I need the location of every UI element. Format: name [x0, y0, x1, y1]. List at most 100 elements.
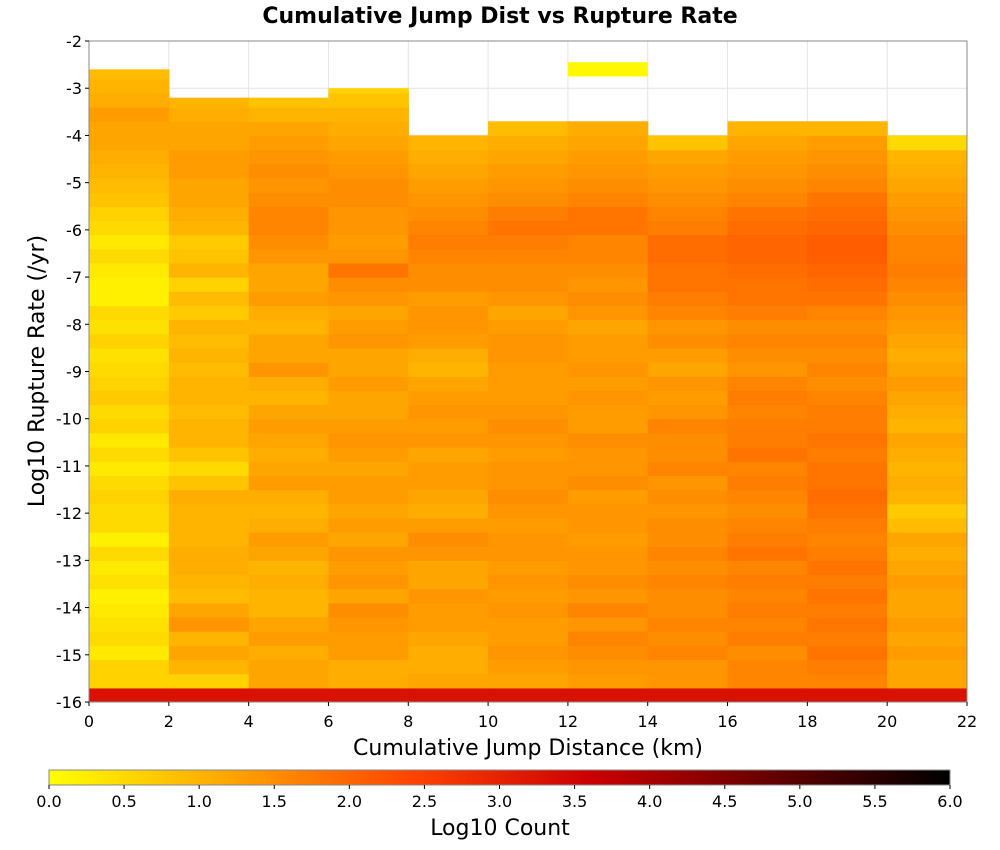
- x-tick-label: 2: [164, 712, 174, 731]
- heatmap-cell: [807, 163, 888, 179]
- heatmap-cell: [408, 418, 489, 434]
- heatmap-cell: [807, 602, 888, 618]
- heatmap-cell: [408, 489, 489, 505]
- heatmap-cell: [727, 447, 808, 462]
- heatmap-cell: [567, 319, 649, 335]
- heatmap-cell: [567, 602, 649, 618]
- heatmap-cell: [807, 234, 888, 250]
- heatmap-cell: [807, 149, 888, 165]
- heatmap-cell: [168, 602, 250, 618]
- heatmap-cell: [328, 177, 409, 193]
- y-tick-label: -15: [56, 646, 82, 665]
- heatmap-cell: [168, 291, 250, 306]
- y-tick-label: -6: [66, 221, 82, 240]
- heatmap-cell: [408, 574, 489, 590]
- heatmap-cell: [328, 92, 409, 108]
- y-tick-label: -10: [56, 410, 82, 429]
- heatmap-cell: [328, 475, 409, 491]
- heatmap-cell: [408, 390, 489, 406]
- heatmap-cell: [887, 602, 967, 618]
- heatmap-cell: [567, 617, 649, 632]
- heatmap-cell: [647, 617, 729, 632]
- heatmap-cell: [488, 390, 569, 406]
- heatmap-cell: [168, 277, 250, 292]
- heatmap-cell: [328, 220, 409, 236]
- heatmap-cell: [887, 588, 967, 604]
- heatmap-cell: [807, 631, 888, 646]
- heatmap-cell: [567, 262, 649, 278]
- heatmap-cell: [248, 121, 330, 137]
- heatmap-cell: [89, 517, 170, 533]
- heatmap-cell: [248, 291, 330, 306]
- heatmap-cell: [887, 461, 967, 476]
- heatmap-cell: [248, 135, 330, 151]
- heatmap-cell: [328, 149, 409, 165]
- heatmap-cell: [408, 277, 489, 292]
- heatmap-cell: [168, 262, 250, 278]
- heatmap-cell: [488, 121, 569, 137]
- heatmap-cell: [887, 291, 967, 306]
- heatmap-cell: [887, 546, 967, 561]
- heatmap-cell: [488, 333, 569, 349]
- heatmap-cell: [89, 347, 170, 363]
- heatmap-cell: [248, 333, 330, 349]
- heatmap-cell: [567, 574, 649, 590]
- heatmap-cell: [168, 376, 250, 391]
- heatmap-cell: [727, 262, 808, 278]
- heatmap-cell: [647, 673, 729, 689]
- heatmap-cell: [328, 192, 409, 207]
- heatmap-cell: [488, 192, 569, 207]
- heatmap-cell: [328, 88, 409, 94]
- heatmap-cell: [408, 546, 489, 561]
- heatmap-cell: [488, 631, 569, 646]
- heatmap-cell: [248, 673, 330, 689]
- x-tick-label: 20: [877, 712, 897, 731]
- heatmap-cell: [89, 447, 170, 462]
- heatmap-cell: [727, 291, 808, 306]
- heatmap-cell: [408, 362, 489, 377]
- heatmap-cell: [168, 248, 250, 264]
- heatmap-cell: [887, 192, 967, 207]
- colorbar-label: Log10 Count: [430, 816, 570, 841]
- colorbar-tick-label: 5.5: [862, 792, 887, 811]
- y-tick-label: -8: [66, 315, 82, 334]
- heatmap-cell: [488, 319, 569, 335]
- heatmap-cell: [807, 517, 888, 533]
- heatmap-cell: [727, 192, 808, 207]
- heatmap-cell: [328, 503, 409, 519]
- y-tick-label: -13: [56, 551, 82, 570]
- heatmap-cell: [567, 291, 649, 306]
- heatmap-cell: [89, 78, 170, 94]
- heatmap-cell: [248, 97, 330, 108]
- heatmap-cell: [168, 97, 250, 108]
- heatmap-cell: [168, 432, 250, 448]
- heatmap-cell: [567, 645, 649, 661]
- colorbar-tick-label: 0.5: [111, 792, 136, 811]
- heatmap-cell: [168, 447, 250, 462]
- heatmap-cell: [168, 107, 250, 122]
- heatmap-cell: [168, 390, 250, 406]
- heatmap-cell: [727, 277, 808, 292]
- heatmap-cell: [727, 574, 808, 590]
- heatmap-cell: [567, 62, 648, 77]
- heatmap-cell: [887, 404, 967, 420]
- heatmap-cell: [727, 163, 808, 179]
- heatmap-cell: [248, 645, 330, 661]
- heatmap-cell: [89, 461, 170, 476]
- heatmap-cell: [727, 248, 808, 264]
- heatmap-cell: [807, 277, 888, 292]
- heatmap-cell: [647, 376, 729, 391]
- heatmap-cell: [248, 588, 330, 604]
- heatmap-cell: [168, 574, 250, 590]
- heatmap-cell: [328, 532, 409, 547]
- heatmap-cell: [887, 220, 967, 236]
- heatmap-cell: [168, 418, 250, 434]
- heatmap-cell: [887, 347, 967, 363]
- heatmap-cell: [168, 489, 250, 505]
- heatmap-cell: [727, 645, 808, 661]
- x-tick-label: 8: [403, 712, 413, 731]
- heatmap-cell: [567, 475, 649, 491]
- heatmap-cell: [488, 291, 569, 306]
- heatmap-cell: [408, 135, 489, 151]
- heatmap-cell: [328, 631, 409, 646]
